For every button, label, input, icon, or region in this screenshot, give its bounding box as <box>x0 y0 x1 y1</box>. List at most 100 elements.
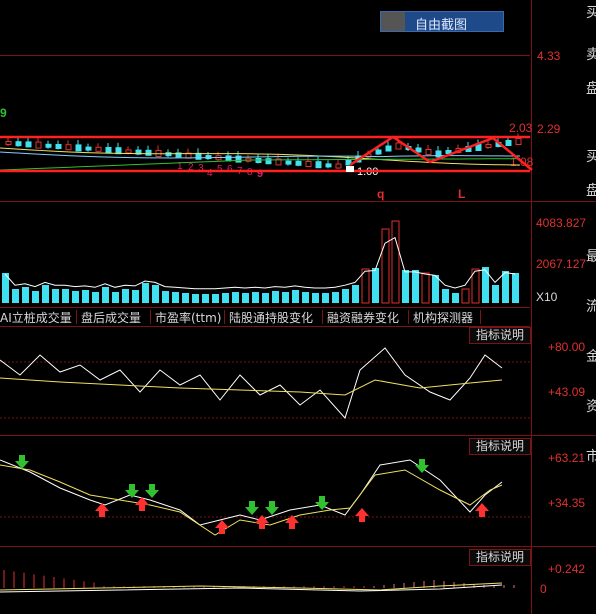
volume-bar-up <box>391 220 400 304</box>
volume-bar-down <box>492 285 499 303</box>
volume-bar-up <box>421 272 430 304</box>
candle-body <box>435 150 442 158</box>
panel1-axis-mid: +43.09 <box>548 385 586 399</box>
volume-bar-down <box>342 289 349 303</box>
buy-arrow-icon <box>245 501 259 515</box>
volume-bar-down <box>172 292 179 303</box>
candle-body <box>295 160 302 166</box>
volume-bar-down <box>102 287 109 303</box>
volume-bar-down <box>22 287 29 303</box>
indicator1-line-a <box>0 347 503 419</box>
volume-bar-down <box>452 293 459 303</box>
volume-bar-down <box>42 285 49 303</box>
seq-label: 8 <box>247 167 253 178</box>
tab-ai-volume[interactable]: AI立桩成交量 <box>0 311 72 325</box>
price-axis-mid: 2.29 <box>537 122 561 136</box>
buy-arrow-icon <box>125 484 139 498</box>
volume-bar-down <box>292 290 299 303</box>
candle-body <box>265 158 272 165</box>
wave-zigzag-line <box>349 135 533 171</box>
tab-institution-detector[interactable]: 机构探测器 <box>413 311 474 325</box>
tab-separator <box>408 310 409 324</box>
candle-body <box>65 144 72 151</box>
volume-bar-down <box>222 293 229 303</box>
buy-arrow-icon <box>145 484 159 498</box>
seq-label: 3 <box>198 163 204 174</box>
tab-margin-trading[interactable]: 融资融券变化 <box>327 311 400 325</box>
seq-label: 5 <box>217 164 223 175</box>
indicator2-line-a <box>0 459 503 526</box>
seq-label: 4 <box>207 168 213 179</box>
volume-bar-down <box>242 293 249 303</box>
seq-label: 6 <box>227 164 233 175</box>
panel3-axis-mid: 0 <box>540 582 547 596</box>
volume-bar-down <box>432 275 439 303</box>
volume-bar-down <box>312 293 319 303</box>
tab-separator <box>224 310 225 324</box>
volume-bar-down <box>142 283 149 303</box>
right-edge-char: 流 <box>586 299 596 315</box>
candle-body <box>315 161 322 169</box>
volume-bar-down <box>32 291 39 303</box>
buy-arrow-icon <box>415 459 429 473</box>
sell-arrow-icon <box>135 497 149 511</box>
volume-axis-mid: 2067.127 <box>536 257 587 271</box>
candle-body <box>45 143 52 148</box>
panel1-axis-top: +80.00 <box>548 340 586 354</box>
candle-body <box>145 149 152 156</box>
wave-label-l: L <box>458 187 466 201</box>
grid-line <box>0 435 596 436</box>
volume-bar-down <box>282 292 289 303</box>
volume-bar-down <box>52 289 59 303</box>
volume-bar-down <box>162 291 169 303</box>
candle-body <box>275 158 282 166</box>
volume-axis-top: 4083.827 <box>536 216 587 230</box>
macd-line-b <box>0 584 503 593</box>
indicator1-line-b <box>0 377 503 396</box>
indicator-help-button-2[interactable]: 指标说明 <box>469 438 531 455</box>
candle-body <box>75 144 82 152</box>
buy-arrow-icon <box>265 501 279 515</box>
tab-pe-ttm[interactable]: 市盈率(ttm) <box>155 311 222 325</box>
sell-arrow-icon <box>95 503 109 517</box>
low-point-marker <box>346 166 354 172</box>
volume-bar-up <box>461 288 470 304</box>
indicator-help-button-3[interactable]: 指标说明 <box>469 549 531 566</box>
candle-body <box>395 142 402 150</box>
volume-bar-down <box>82 290 89 303</box>
candle-body <box>335 163 342 169</box>
right-edge-char: 买 <box>586 5 596 21</box>
tab-after-hours-volume[interactable]: 盘后成交量 <box>81 311 142 325</box>
volume-bar-down <box>332 292 339 303</box>
tab-separator <box>322 310 323 324</box>
price-high-marker: 2.03 <box>509 121 533 135</box>
grid-line <box>0 201 596 202</box>
candle-body <box>35 141 42 149</box>
tab-northbound-holdings[interactable]: 陆股通持股变化 <box>229 311 314 325</box>
indicator-help-button-1[interactable]: 指标说明 <box>469 327 531 344</box>
volume-ma-line <box>4 236 516 290</box>
volume-bar-down <box>352 285 359 303</box>
sell-arrow-icon <box>355 508 369 522</box>
candle-body <box>235 155 242 163</box>
tab-separator <box>76 310 77 324</box>
candle-body <box>105 147 112 153</box>
candle-body <box>115 147 122 155</box>
candle-body <box>515 138 522 145</box>
volume-bar-down <box>182 293 189 303</box>
volume-bar-down <box>482 267 489 303</box>
volume-bar-down <box>112 292 119 303</box>
volume-bar-down <box>372 268 379 303</box>
volume-bar-up <box>361 268 370 304</box>
sell-arrow-icon <box>475 503 489 517</box>
volume-bar-down <box>302 292 309 303</box>
volume-bar-down <box>212 294 219 303</box>
volume-bar-down <box>62 289 69 303</box>
right-edge-char: 最 <box>586 249 596 265</box>
right-edge-char: 盘 <box>586 183 596 199</box>
volume-bar-down <box>262 293 269 303</box>
free-capture-button[interactable]: 自由截图 <box>380 11 504 33</box>
volume-bar-down <box>252 292 259 303</box>
candle-body <box>285 160 292 165</box>
grid-divider <box>531 0 532 614</box>
